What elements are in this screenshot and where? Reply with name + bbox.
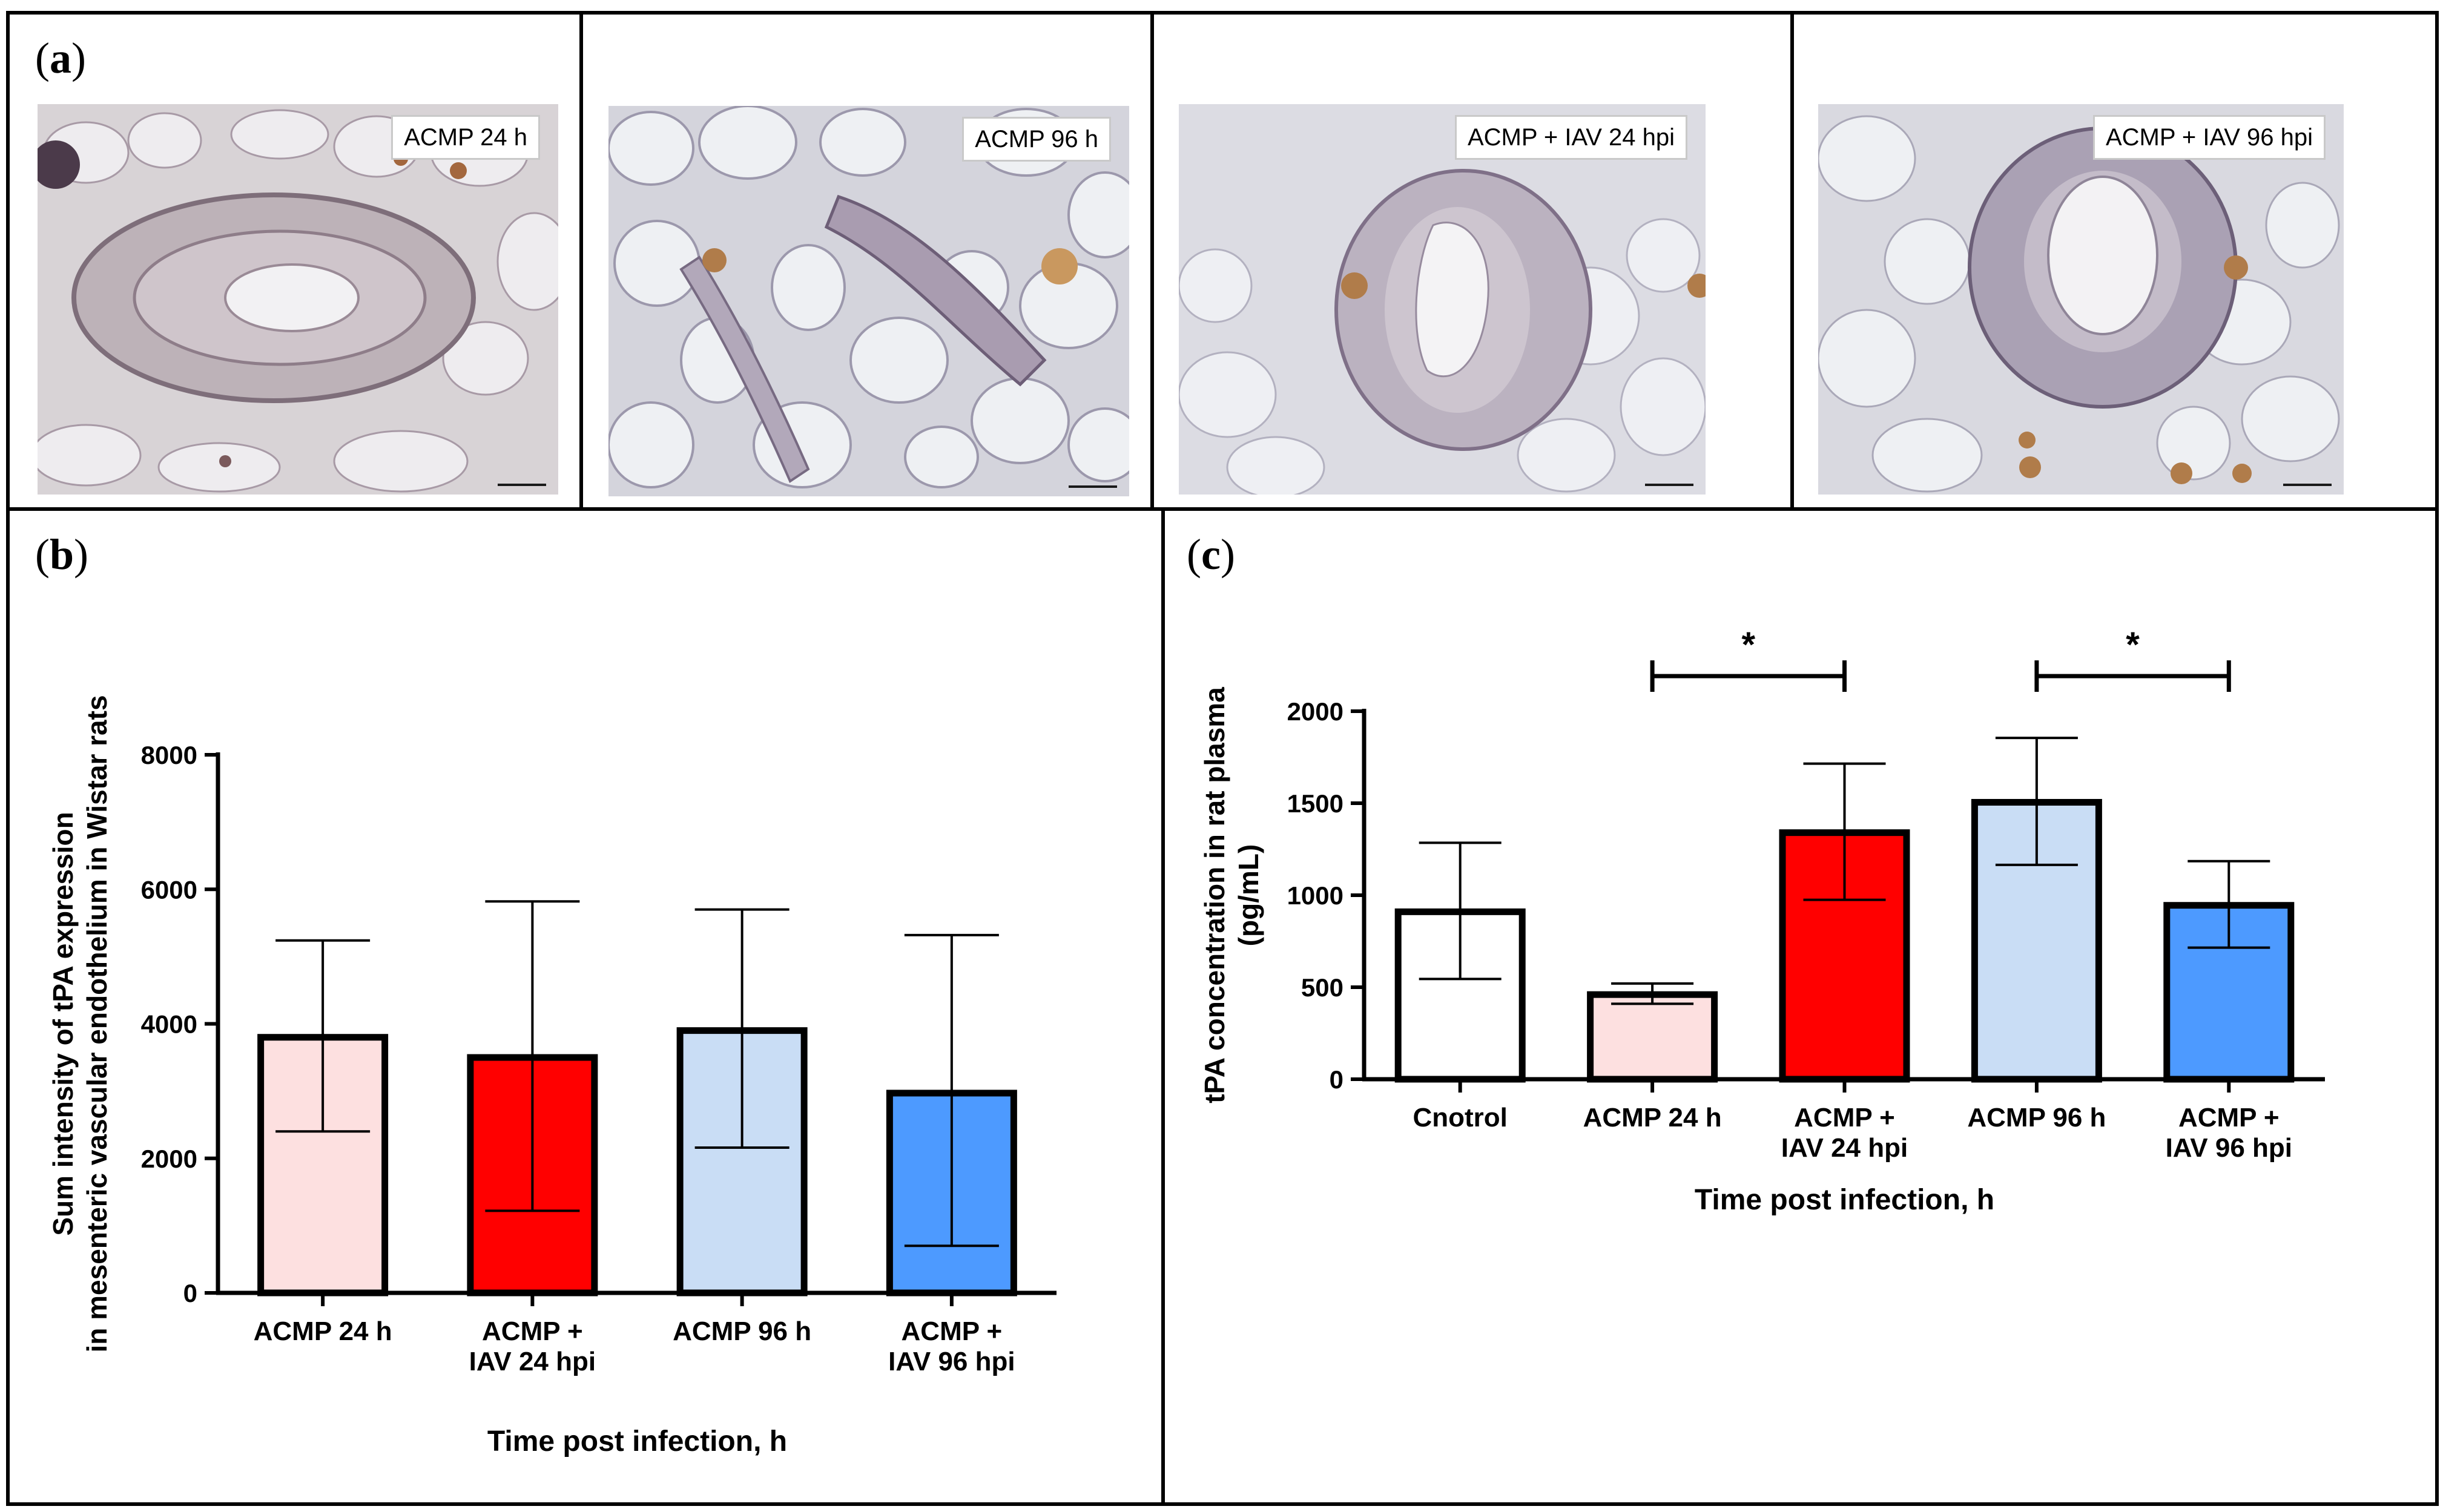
scale-bar [1645,484,1693,486]
micrograph-acmp-iav-96hpi: ACMP + IAV 96 hpi [1818,104,2344,495]
panel-c-letter: (c) [1187,530,1235,579]
scale-bar [2283,484,2332,486]
x-axis-label: Time post infection, h [487,1425,787,1458]
y-axis-label: in mesenteric vascular endothelium in Wi… [81,695,113,1352]
scale-bar [1069,485,1117,488]
micrograph-acmp-96h-image [608,106,1129,496]
x-tick-label: ACMP + [482,1316,583,1346]
panel-c-frame [1161,507,2439,1506]
micrograph-label: ACMP 96 h [962,117,1111,162]
x-tick-label: ACMP + [902,1316,1003,1346]
x-tick-label: ACMP 24 h [254,1316,392,1346]
micrograph-acmp-24h: ACMP 24 h [38,104,558,495]
x-tick-label: IAV 96 hpi [888,1347,1015,1376]
micrograph-acmp-96h: ACMP 96 h [608,106,1129,496]
micrograph-acmp-iav-24hpi-image [1179,104,1706,495]
y-tick-label: 2000 [141,1145,197,1173]
micrograph-label: ACMP 24 h [391,115,540,160]
y-tick-label: 4000 [141,1010,197,1039]
micrograph-acmp-24h-image [38,104,558,495]
y-tick-label: 6000 [141,875,197,904]
panel-a-letter: (a) [35,34,86,82]
scale-bar [498,484,546,486]
micrograph-acmp-iav-96hpi-image [1818,104,2344,495]
y-axis-label: Sum intensity of tPA expression [47,812,79,1235]
micrograph-acmp-iav-24hpi: ACMP + IAV 24 hpi [1179,104,1706,495]
micrograph-label: ACMP + IAV 24 hpi [1454,115,1687,160]
panel-a-divider-1 [579,11,583,511]
panel-a-divider-2 [1150,11,1154,511]
x-tick-label: ACMP 96 h [673,1316,811,1346]
x-tick-label: IAV 24 hpi [469,1347,596,1376]
panel-b-letter: (b) [35,530,89,579]
panel-a-divider-3 [1790,11,1794,511]
micrograph-label: ACMP + IAV 96 hpi [2092,115,2326,160]
y-tick-label: 8000 [141,741,197,769]
y-tick-label: 0 [183,1279,197,1307]
